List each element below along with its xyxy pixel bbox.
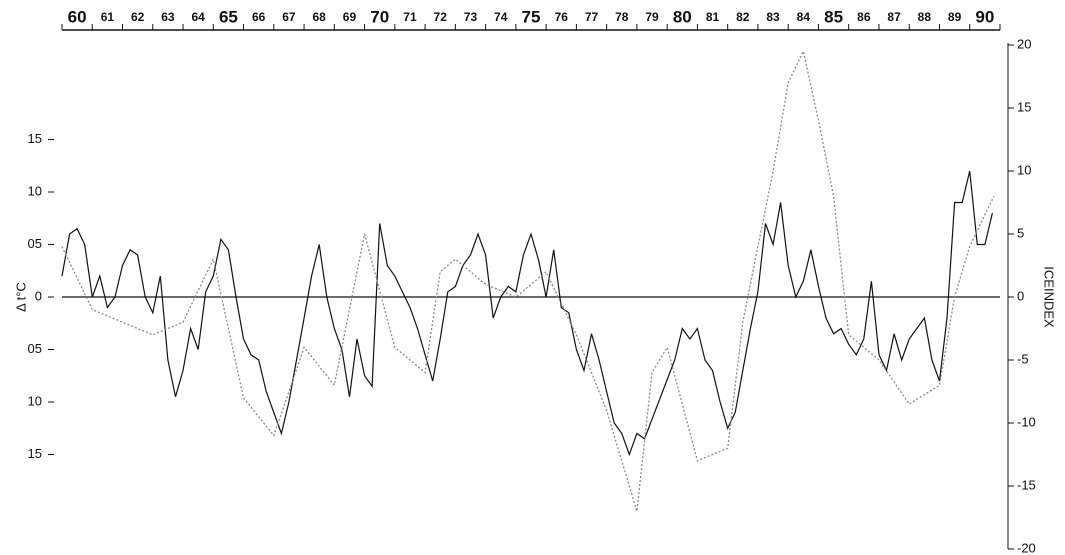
x-tick-label: 90 <box>975 7 994 26</box>
x-tick-label: 69 <box>343 10 357 24</box>
x-tick-label: 89 <box>948 10 962 24</box>
y-tick-label: 10 <box>28 183 42 198</box>
x-tick-label: 65 <box>219 7 238 26</box>
x-tick-label: 81 <box>706 10 720 24</box>
x-tick-label: 84 <box>797 10 811 24</box>
y-axis-label: Δ t°C <box>13 282 28 312</box>
x-tick-label: 66 <box>252 10 266 24</box>
x-tick-label: 77 <box>585 10 599 24</box>
y2-tick-label: -10 <box>1017 414 1036 429</box>
x-tick-label: 67 <box>282 10 296 24</box>
x-tick-label: 82 <box>736 10 750 24</box>
y2-tick-label: 20 <box>1017 36 1031 51</box>
series-line <box>61 170 993 457</box>
x-tick-label: 83 <box>766 10 780 24</box>
y2-tick-label: -5 <box>1017 351 1029 366</box>
x-tick-label: 85 <box>824 7 843 26</box>
x-tick-label: 80 <box>673 7 692 26</box>
y2-tick-label: -15 <box>1017 477 1036 492</box>
y2-axis-label: ICEINDEX <box>1042 266 1057 328</box>
x-tick-label: 78 <box>615 10 629 24</box>
y-tick-label: 10 <box>28 393 42 408</box>
y2-tick-label: 0 <box>1017 288 1024 303</box>
x-tick-label: 71 <box>403 10 417 24</box>
y-tick-label: 15 <box>28 446 42 461</box>
x-tick-label: 61 <box>101 10 115 24</box>
x-tick-label: 72 <box>434 10 448 24</box>
x-tick-label: 68 <box>313 10 327 24</box>
y-tick-label: 05 <box>28 236 42 251</box>
y2-tick-label: -20 <box>1017 540 1036 555</box>
x-tick-label: 73 <box>464 10 478 24</box>
x-tick-label: 60 <box>68 7 87 26</box>
y2-tick-label: 15 <box>1017 99 1031 114</box>
x-tick-label: 70 <box>370 7 389 26</box>
x-tick-label: 62 <box>131 10 145 24</box>
x-tick-label: 64 <box>191 10 205 24</box>
y-tick-label: 15 <box>28 131 42 146</box>
y2-tick-label: 5 <box>1017 225 1024 240</box>
x-tick-label: 75 <box>522 7 541 26</box>
x-tick-label: 87 <box>887 10 901 24</box>
x-tick-label: 79 <box>645 10 659 24</box>
y-tick-label: 0 <box>35 288 42 303</box>
x-tick-label: 63 <box>161 10 175 24</box>
x-tick-label: 76 <box>555 10 569 24</box>
x-tick-label: 74 <box>494 10 508 24</box>
y2-tick-label: 10 <box>1017 162 1031 177</box>
y-tick-label: 05 <box>28 341 42 356</box>
x-tick-label: 86 <box>857 10 871 24</box>
x-tick-label: 88 <box>918 10 932 24</box>
series-line <box>61 49 995 512</box>
